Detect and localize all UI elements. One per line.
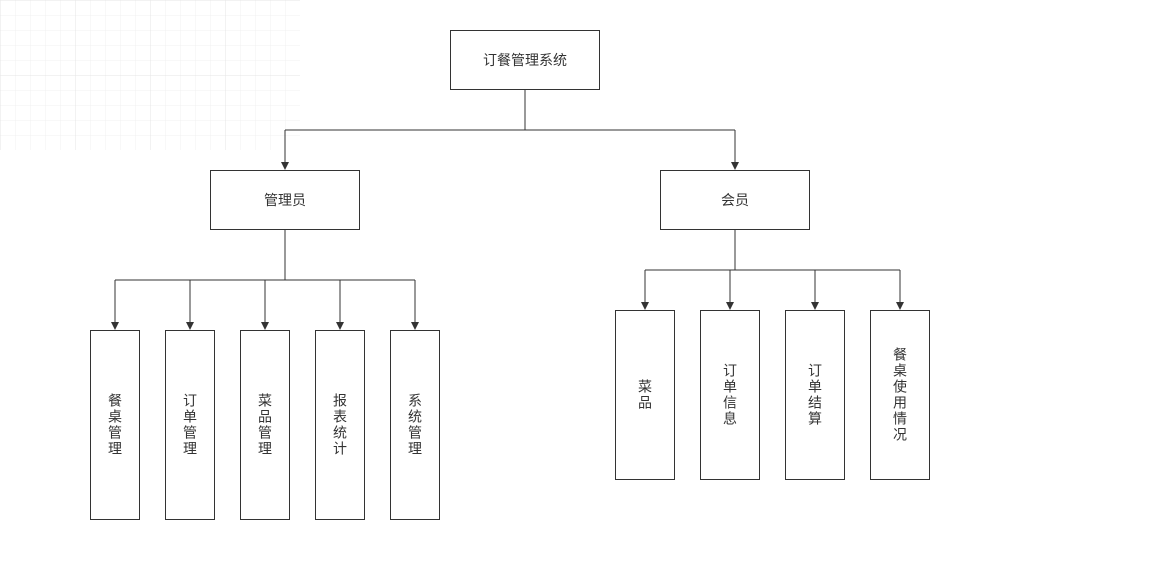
node-admin: 管理员: [210, 170, 360, 230]
node-m2-label: 订单信息: [720, 363, 740, 427]
node-admin-label: 管理员: [264, 190, 306, 210]
node-m1: 菜品: [615, 310, 675, 480]
diagram-canvas: 订餐管理系统 管理员 会员 餐桌管理 订单管理 菜品管理 报表统计 系统管理 菜…: [0, 0, 1149, 585]
node-member: 会员: [660, 170, 810, 230]
node-a2-label: 订单管理: [180, 393, 200, 457]
node-a4-label: 报表统计: [330, 393, 350, 457]
node-m3: 订单结算: [785, 310, 845, 480]
node-a1-label: 餐桌管理: [105, 393, 125, 457]
node-a4: 报表统计: [315, 330, 365, 520]
node-member-label: 会员: [721, 190, 749, 210]
node-m4-label: 餐桌使用情况: [890, 347, 910, 443]
node-a2: 订单管理: [165, 330, 215, 520]
node-a3: 菜品管理: [240, 330, 290, 520]
node-a3-label: 菜品管理: [255, 393, 275, 457]
grid-background: [0, 0, 300, 150]
node-m3-label: 订单结算: [805, 363, 825, 427]
node-a5-label: 系统管理: [405, 393, 425, 457]
node-a1: 餐桌管理: [90, 330, 140, 520]
node-m4: 餐桌使用情况: [870, 310, 930, 480]
node-a5: 系统管理: [390, 330, 440, 520]
node-m2: 订单信息: [700, 310, 760, 480]
node-root-label: 订餐管理系统: [483, 50, 567, 70]
node-m1-label: 菜品: [635, 379, 655, 411]
node-root: 订餐管理系统: [450, 30, 600, 90]
